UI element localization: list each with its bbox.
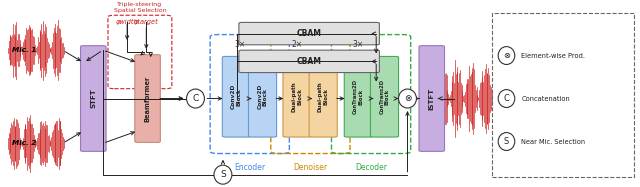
FancyBboxPatch shape: [344, 56, 372, 137]
Text: C: C: [504, 94, 509, 103]
Text: φwidth: φwidth: [116, 19, 138, 24]
Text: ConTrans2D
Block: ConTrans2D Block: [380, 79, 390, 114]
FancyBboxPatch shape: [371, 56, 399, 137]
Text: ⊗: ⊗: [404, 94, 412, 103]
Text: 3×: 3×: [353, 40, 364, 49]
Text: Triple-steering
Spatial Selection: Triple-steering Spatial Selection: [113, 2, 166, 13]
Text: S: S: [504, 137, 509, 146]
Text: STFT: STFT: [90, 89, 96, 108]
FancyBboxPatch shape: [283, 56, 311, 137]
Text: Element-wise Prod.: Element-wise Prod.: [521, 53, 585, 59]
Text: 2×: 2×: [291, 40, 303, 49]
Ellipse shape: [498, 133, 515, 151]
Text: Mic. 2: Mic. 2: [12, 140, 36, 146]
Text: Near Mic. Selection: Near Mic. Selection: [521, 139, 586, 145]
FancyBboxPatch shape: [222, 56, 250, 137]
Text: φtarget: φtarget: [134, 19, 159, 24]
FancyBboxPatch shape: [81, 46, 106, 151]
Text: CBAM: CBAM: [297, 57, 322, 66]
Text: Conv2D
Block: Conv2D Block: [231, 84, 241, 109]
FancyBboxPatch shape: [135, 55, 161, 142]
Text: S: S: [220, 170, 226, 179]
Ellipse shape: [399, 89, 417, 108]
Text: Conv2D
Block: Conv2D Block: [257, 84, 268, 109]
Text: 3×: 3×: [234, 40, 245, 49]
Text: ⊗: ⊗: [503, 51, 510, 60]
Text: Dual-path
Block: Dual-path Block: [318, 81, 328, 112]
FancyBboxPatch shape: [419, 46, 445, 151]
Ellipse shape: [214, 165, 232, 184]
FancyBboxPatch shape: [309, 56, 337, 137]
Text: CBAM: CBAM: [297, 29, 322, 38]
Text: ISTFT: ISTFT: [429, 87, 435, 110]
Ellipse shape: [186, 89, 204, 108]
FancyBboxPatch shape: [248, 56, 276, 137]
Text: Decoder: Decoder: [355, 163, 387, 172]
FancyBboxPatch shape: [239, 50, 380, 73]
Ellipse shape: [498, 90, 515, 108]
Ellipse shape: [498, 47, 515, 65]
Text: Concatenation: Concatenation: [521, 96, 570, 102]
Text: Encoder: Encoder: [234, 163, 266, 172]
Text: Mic. 1: Mic. 1: [12, 47, 36, 53]
Text: Beamformer: Beamformer: [145, 75, 150, 122]
Text: ConTrans2D
Block: ConTrans2D Block: [353, 79, 364, 114]
Text: C: C: [193, 94, 198, 103]
Text: Dual-path
Block: Dual-path Block: [292, 81, 302, 112]
FancyBboxPatch shape: [239, 22, 380, 45]
Text: Denoiser: Denoiser: [293, 163, 328, 172]
